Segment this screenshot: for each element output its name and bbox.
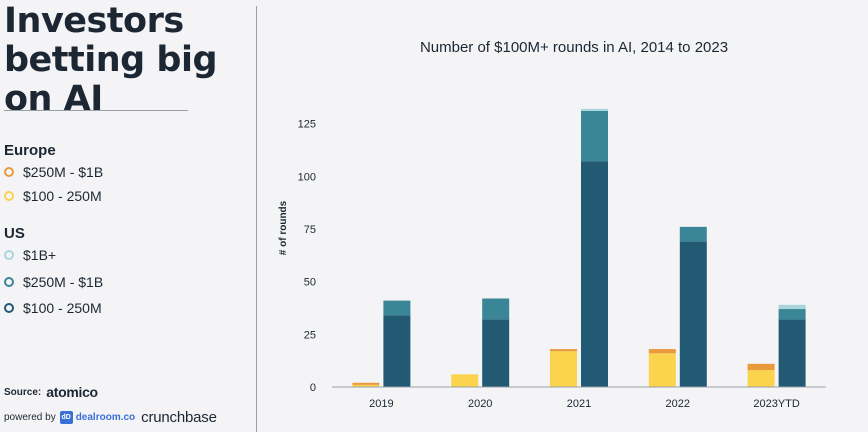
bar-europe-2019 <box>352 382 380 385</box>
legend-item-us-1b-plus: $1B+ <box>4 246 56 264</box>
x-axis: 2019 2020 2021 2022 2023YTD <box>369 398 800 410</box>
y-tick-label: 125 <box>298 119 316 131</box>
dealroom-icon: dD <box>59 411 73 424</box>
legend-label: $250M - $1B <box>23 274 104 290</box>
circle-icon <box>4 191 14 201</box>
chart-title: Number of $100M+ rounds in AI, 2014 to 2… <box>420 39 728 56</box>
bars <box>352 108 806 387</box>
x-tick-label: 2022 <box>666 398 690 410</box>
y-tick-label: 100 <box>298 171 316 183</box>
bar-europe-2020 <box>451 374 479 387</box>
source-line: Source: atomico <box>4 384 98 400</box>
x-tick-label: 2019 <box>369 398 393 410</box>
bar-europe-2022 <box>648 349 676 354</box>
bar-chart: Number of $100M+ rounds in AI, 2014 to 2… <box>278 39 826 410</box>
y-tick-label: 50 <box>304 277 316 289</box>
y-tick-label: 25 <box>304 329 316 341</box>
powered-by-line: powered by dD dealroom.co crunchbase <box>4 409 217 426</box>
vertical-divider <box>256 6 257 432</box>
x-tick-label: 2023YTD <box>753 398 800 410</box>
legend-item-us-250m-1b: $250M - $1B <box>4 273 103 291</box>
bar-us-2022 <box>679 226 707 242</box>
atomico-logo: atomico <box>46 384 98 400</box>
legend-item-us-100-250m: $100 - 250M <box>4 299 102 317</box>
y-axis-label: # of rounds <box>278 200 289 255</box>
y-tick-label: 0 <box>310 382 316 394</box>
legend-europe-title: Europe <box>4 142 56 159</box>
x-tick-label: 2020 <box>468 398 492 410</box>
bar-us-2022 <box>679 241 707 387</box>
bar-europe-2019 <box>352 384 380 387</box>
bar-us-2019 <box>383 315 411 387</box>
circle-icon <box>4 277 14 287</box>
y-tick-label: 75 <box>304 224 316 236</box>
source-prefix: Source: <box>4 386 42 398</box>
bar-europe-2023ytd <box>747 363 775 371</box>
y-axis: 0 25 50 75 100 125 <box>298 119 316 394</box>
bar-us-2023ytd <box>778 309 806 320</box>
legend-item-europe-100-250m: $100 - 250M <box>4 187 102 205</box>
bar-us-2020 <box>482 319 510 387</box>
bar-europe-2021 <box>550 349 577 352</box>
dealroom-logo: dealroom.co <box>75 412 136 423</box>
circle-icon <box>4 167 14 177</box>
bar-us-2023ytd <box>778 319 806 387</box>
bar-us-2019 <box>383 300 411 316</box>
bar-us-2021 <box>581 110 608 162</box>
bar-us-2021 <box>581 161 608 387</box>
circle-icon <box>4 303 14 313</box>
powered-prefix: powered by <box>4 412 56 423</box>
crunchbase-logo: crunchbase <box>141 409 217 426</box>
bar-europe-2021 <box>550 351 577 387</box>
legend-label: $250M - $1B <box>23 164 104 180</box>
bar-us-2020 <box>482 298 510 320</box>
legend-item-europe-250m-1b: $250M - $1B <box>4 163 103 181</box>
circle-icon <box>4 250 14 260</box>
legend-label: $100 - 250M <box>23 300 102 316</box>
legend-label: $100 - 250M <box>23 188 102 204</box>
bar-europe-2023ytd <box>747 370 775 387</box>
legend-label: $1B+ <box>23 247 57 263</box>
headline: Investors betting big on AI <box>4 1 218 119</box>
bar-us-2021 <box>581 108 608 111</box>
left-panel: Investors betting big on AI Europe $250M… <box>0 0 256 432</box>
divider <box>4 110 188 111</box>
bar-europe-2022 <box>648 353 676 387</box>
x-tick-label: 2021 <box>567 398 591 410</box>
legend-us-title: US <box>4 225 25 242</box>
bar-us-2023ytd <box>778 304 806 310</box>
